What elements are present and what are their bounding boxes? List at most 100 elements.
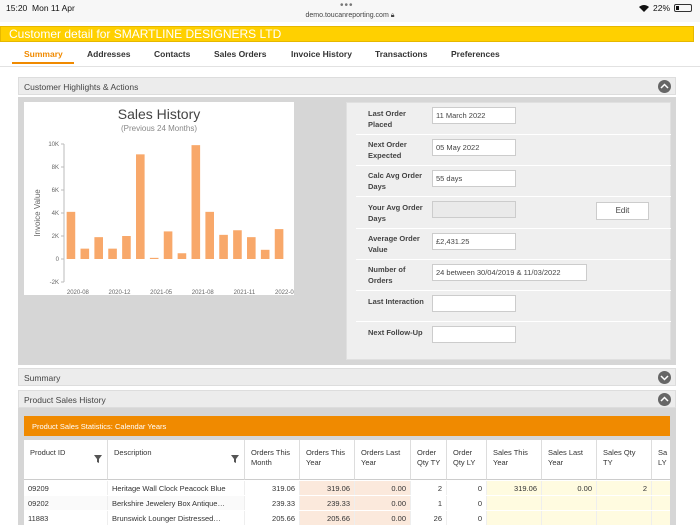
y-axis-label: Invoice Value [33,189,42,237]
row-separator [356,321,671,322]
column-header-product-id[interactable]: Product ID [24,440,108,480]
chevron-up-icon[interactable] [658,393,671,406]
x-tick-label: 2022-03 [275,290,294,295]
table-cell: Berkshire Jewelery Box Antique… [108,496,245,510]
highlights-header[interactable]: Customer Highlights & Actions [18,77,676,95]
table-cell: 09202 [24,496,108,510]
tab-invoice-history[interactable]: Invoice History [291,49,352,59]
last-order-placed-value: 11 March 2022 [432,107,516,124]
tab-addresses[interactable]: Addresses [87,49,131,59]
table-cell [652,496,670,510]
average-order-value-value: £2,431.25 [432,233,516,250]
page-title-bar: Customer detail for SMARTLINE DESIGNERS … [0,26,694,42]
table-cell: 0 [447,481,487,495]
product-sales-history-label: Product Sales History [24,395,106,405]
last-order-placed-label: Last Order Placed [368,109,406,129]
tabs-divider [0,66,700,67]
table-cell [542,511,597,525]
more-dots-icon[interactable]: ••• [340,0,354,11]
chevron-up-icon[interactable] [658,80,671,93]
chart-bar [108,248,117,259]
table-cell: Brunswick Lounger Distressed… [108,511,245,525]
highlights-header-label: Customer Highlights & Actions [24,82,139,92]
last-interaction-label: Last Interaction [368,297,424,306]
table-cell [597,496,652,510]
your-avg-order-days-field[interactable] [432,201,516,218]
column-header-sales-last-year[interactable]: Sales Last Year [542,440,597,480]
product-sales-history-header[interactable]: Product Sales History [18,390,676,408]
chevron-down-icon[interactable] [658,371,671,384]
column-header-sales-ly[interactable]: Sa LY [652,440,670,480]
row-separator [356,196,671,197]
column-header-description[interactable]: Description [108,440,245,480]
chart-bar [219,234,228,259]
chart-bar [149,257,159,259]
column-header-orders-last-year[interactable]: Orders Last Year [355,440,411,480]
table-cell: 0.00 [542,481,597,495]
statistics-bar: Product Sales Statistics: Calendar Years [24,416,670,436]
table-cell: 26 [411,511,447,525]
filter-icon[interactable] [231,455,239,463]
chart-bar [260,249,270,259]
column-header-order-qty-ty[interactable]: Order Qty TY [411,440,447,480]
table-cell [652,481,670,495]
status-time: 15:20 Mon 11 Apr [6,3,75,13]
tab-summary[interactable]: Summary [24,49,63,59]
chart-bar [177,253,187,259]
product-sales-table: Product ID Description Orders This Month… [24,440,670,525]
tab-transactions[interactable]: Transactions [375,49,428,59]
number-of-orders-value: 24 between 30/04/2019 & 11/03/2022 [432,264,587,281]
table-cell: 0.00 [355,511,411,525]
column-header-sales-qty-ty[interactable]: Sales Qty TY [597,440,652,480]
chart-bar [122,236,131,259]
table-cell: 205.66 [300,511,355,525]
chart-bar [94,237,103,259]
row-separator [356,165,671,166]
table-cell: 239.33 [300,496,355,510]
next-follow-up-label: Next Follow-Up [368,328,423,337]
column-header-orders-this-year[interactable]: Orders This Year [300,440,355,480]
chart-bar [136,154,145,259]
chart-plot: -2K 0 2K 4K 6K 8K 10K Invoice Value 2020-08 2020-… [33,142,294,295]
x-tick-label: 2021-05 [150,290,173,295]
summary-header[interactable]: Summary [18,368,676,386]
next-order-expected-value: 05 May 2022 [432,139,516,156]
tab-contacts[interactable]: Contacts [154,49,191,59]
column-header-orders-this-month[interactable]: Orders This Month [245,440,300,480]
url-bar[interactable]: demo.toucanreporting.com 🔒︎ [305,12,395,19]
filter-icon[interactable] [94,455,102,463]
statistics-title: Product Sales Statistics: Calendar Years [32,422,167,431]
tab-sales-orders[interactable]: Sales Orders [214,49,267,59]
table-cell: 1 [411,496,447,510]
next-follow-up-value [432,326,516,343]
average-order-value-label: Average Order Value [368,234,420,254]
table-cell [487,511,542,525]
column-header-sales-this-year[interactable]: Sales This Year [487,440,542,480]
next-order-expected-label: Next Order Expected [368,140,407,160]
edit-button[interactable]: Edit [596,202,649,220]
x-tick-label: 2020-08 [67,290,90,295]
last-interaction-value [432,295,516,312]
chart-bar [205,211,214,259]
wifi-icon [638,5,649,12]
table-cell: 0.00 [355,481,411,495]
y-tick-label: 2K [52,234,59,240]
your-avg-order-days-label: Your Avg Order Days [368,203,423,223]
table-cell: 0.00 [355,496,411,510]
status-bar: 15:20 Mon 11 Apr ••• demo.toucanreportin… [0,0,700,22]
row-separator [356,290,671,291]
column-header-order-qty-ly[interactable]: Order Qty LY [447,440,487,480]
sales-history-chart: Sales History (Previous 24 Months) -2K 0 2… [24,102,294,295]
tab-preferences[interactable]: Preferences [451,49,500,59]
chart-bar [233,230,242,259]
table-cell: Heritage Wall Clock Peacock Blue [108,481,245,495]
chart-subtitle: (Previous 24 Months) [120,124,198,133]
y-tick-label: 6K [52,188,59,194]
table-cell: 2 [411,481,447,495]
x-tick-label: 2021-11 [234,290,256,295]
y-tick-label: 10K [48,142,59,148]
table-cell: 319.06 [300,481,355,495]
battery-icon [674,4,692,12]
table-cell: 11883 [24,511,108,525]
lock-icon: 🔒︎ [390,12,395,19]
